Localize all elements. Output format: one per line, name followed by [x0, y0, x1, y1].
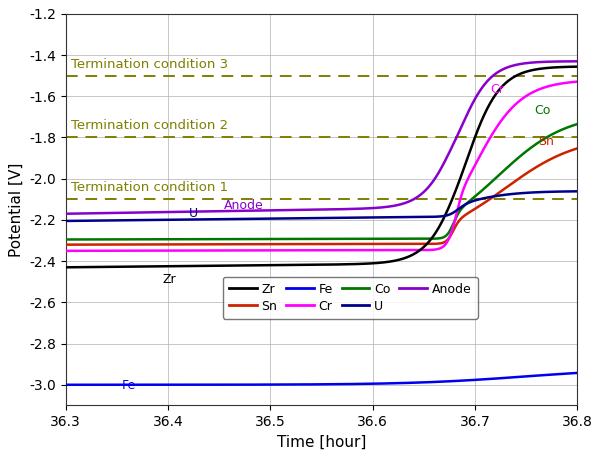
Text: Termination condition 2: Termination condition 2 — [71, 120, 228, 132]
Text: Termination condition 3: Termination condition 3 — [71, 58, 228, 71]
Text: U: U — [188, 207, 198, 220]
Text: Co: Co — [534, 104, 551, 117]
Y-axis label: Potential [V]: Potential [V] — [8, 163, 23, 257]
Text: Cr: Cr — [490, 83, 504, 96]
Text: Termination condition 1: Termination condition 1 — [71, 181, 228, 194]
Text: Fe: Fe — [122, 379, 136, 392]
Legend: Zr, Sn, Fe, Cr, Co, U, Anode: Zr, Sn, Fe, Cr, Co, U, Anode — [223, 277, 478, 319]
X-axis label: Time [hour]: Time [hour] — [276, 435, 366, 450]
Text: Sn: Sn — [538, 135, 554, 147]
Text: Zr: Zr — [163, 273, 177, 286]
Text: Anode: Anode — [224, 199, 264, 212]
